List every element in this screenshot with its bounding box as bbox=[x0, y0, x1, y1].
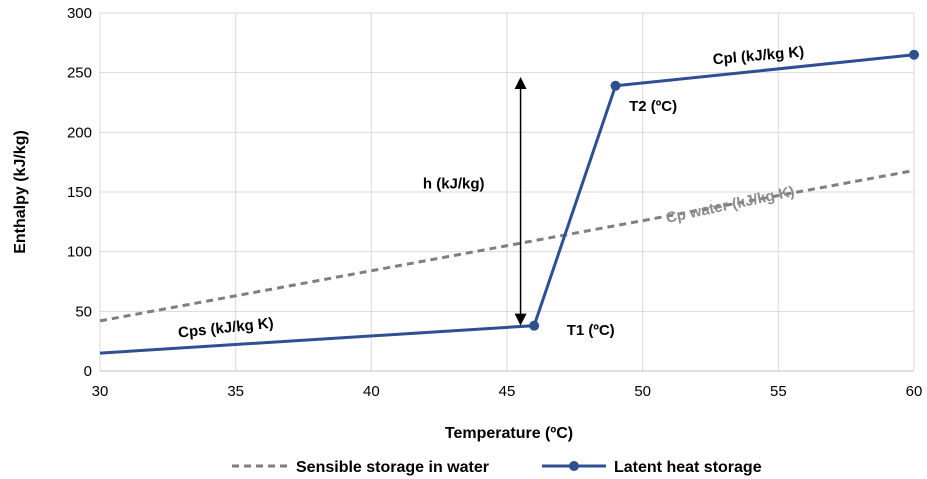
y-tick-label: 150 bbox=[67, 184, 92, 201]
y-axis-title: Enthalpy (kJ/kg) bbox=[12, 130, 29, 254]
annotation-t2: T2 (ºC) bbox=[629, 98, 677, 115]
y-tick-label: 50 bbox=[75, 303, 92, 320]
x-tick-label: 35 bbox=[227, 383, 244, 400]
x-tick-label: 30 bbox=[92, 383, 109, 400]
y-tick-label: 100 bbox=[67, 244, 92, 261]
legend-marker-latent bbox=[569, 461, 579, 471]
series-point bbox=[610, 80, 621, 91]
x-tick-label: 50 bbox=[634, 383, 651, 400]
series-line-0 bbox=[99, 169, 915, 323]
x-tick-label: 55 bbox=[770, 383, 787, 400]
legend-label-sensible: Sensible storage in water bbox=[296, 459, 489, 476]
legend-label-latent: Latent heat storage bbox=[614, 459, 762, 476]
series-point bbox=[909, 49, 919, 60]
annotation-cp-water: Cp water (kJ/kg K) bbox=[664, 183, 796, 227]
y-tick-label: 0 bbox=[84, 363, 92, 380]
x-tick-label: 40 bbox=[363, 383, 380, 400]
grid bbox=[99, 12, 915, 372]
x-axis-title: Temperature (ºC) bbox=[445, 425, 573, 442]
axes: 0 50 100 150 200 250 300 30 35 40 45 50 55 60 bbox=[67, 5, 922, 400]
series-line-1 bbox=[99, 53, 915, 355]
y-tick-label: 250 bbox=[67, 65, 92, 82]
annotation-h: h (kJ/kg) bbox=[423, 175, 485, 192]
series-point bbox=[529, 320, 540, 331]
annotation-cps: Cps (kJ/kg K) bbox=[177, 315, 274, 342]
legend: Sensible storage in water Latent heat st… bbox=[232, 459, 762, 476]
x-tick-label: 45 bbox=[499, 383, 516, 400]
x-tick-label: 60 bbox=[906, 383, 923, 400]
series-layer bbox=[99, 49, 919, 355]
annotation-t1: T1 (ºC) bbox=[567, 322, 615, 339]
y-tick-label: 200 bbox=[67, 124, 92, 141]
y-tick-label: 300 bbox=[67, 5, 92, 22]
annotation-cpl: Cpl (kJ/kg K) bbox=[712, 43, 805, 68]
